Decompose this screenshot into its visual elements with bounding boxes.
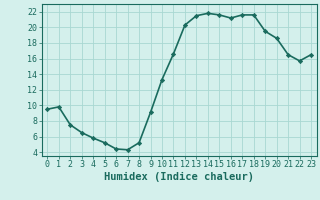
X-axis label: Humidex (Indice chaleur): Humidex (Indice chaleur): [104, 172, 254, 182]
